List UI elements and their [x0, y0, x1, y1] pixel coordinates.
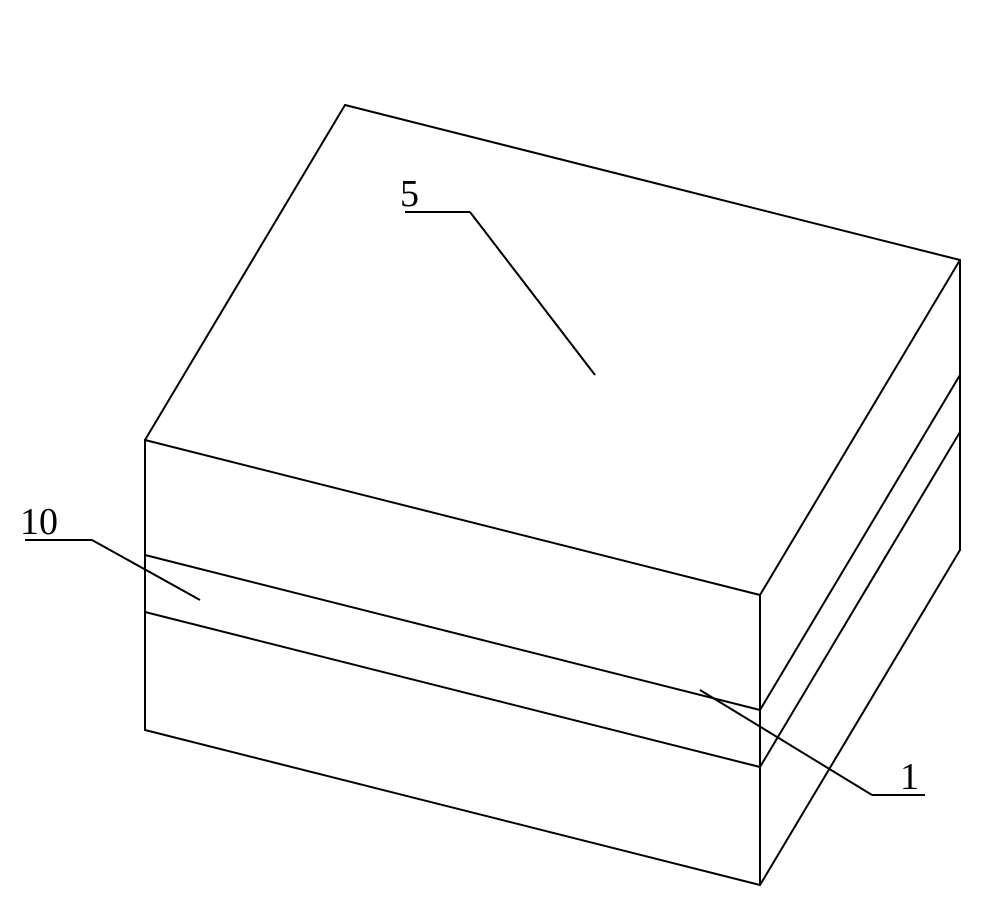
isometric-box-diagram: 5 10 1: [0, 0, 1000, 900]
label-5-leader: [470, 212, 595, 375]
label-5: 5: [400, 172, 419, 216]
leader-lines: [25, 212, 925, 795]
label-1: 1: [900, 755, 919, 799]
label-10: 10: [20, 500, 58, 544]
box-geometry: [145, 105, 960, 885]
box-svg: [0, 0, 1000, 900]
